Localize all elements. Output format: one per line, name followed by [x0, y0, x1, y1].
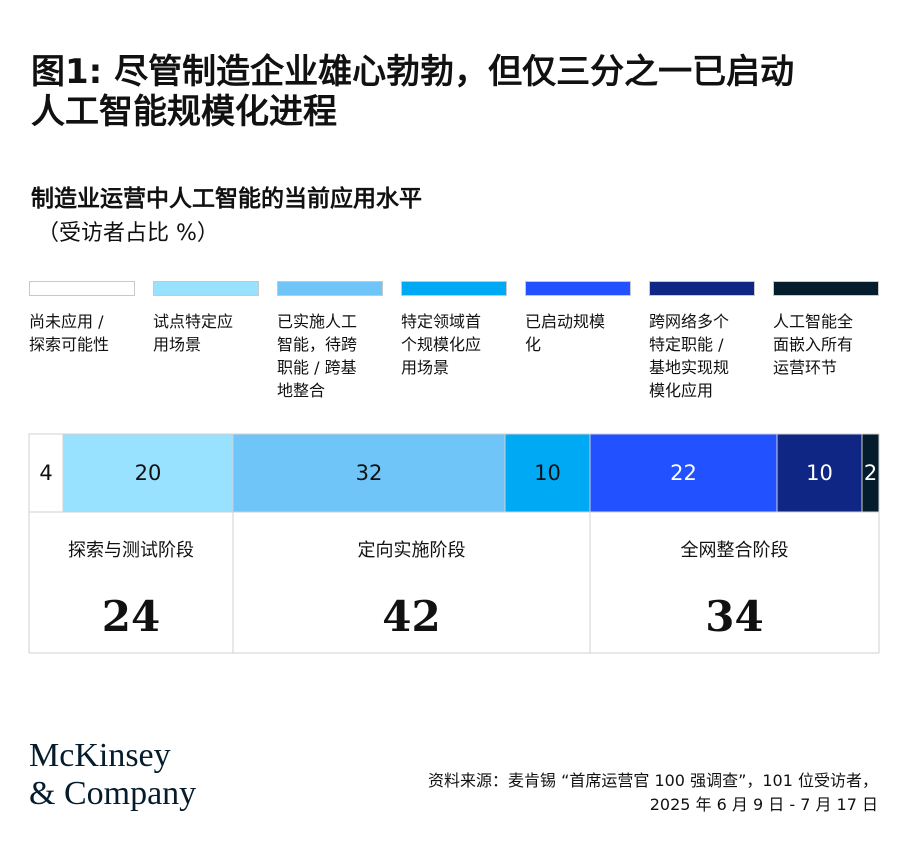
bar-segment [776, 433, 863, 513]
bar-value-label: 22 [670, 461, 697, 485]
legend-swatch [773, 281, 879, 296]
unit-label: （受访者占比 %） [37, 221, 219, 246]
legend-item: 尚未应用 / 探索可能性 [29, 281, 137, 356]
phase-name: 全网整合阶段 [680, 540, 789, 561]
chart-title: 图1: 尽管制造企业雄心勃勃，但仅三分之一已启动 人工智能规模化进程 [31, 52, 891, 132]
legend-label: 特定领域首 个规模化应 用场景 [401, 312, 482, 377]
legend-item: 跨网络多个 特定职能 / 基地实现规 模化应用 [649, 281, 757, 402]
legend-item: 特定领域首 个规模化应 用场景 [401, 281, 509, 379]
legend-label: 已实施人工 智能，待跨 职能 / 跨基 地整合 [277, 312, 358, 400]
bar-value-label: 32 [356, 461, 383, 485]
legend-label: 尚未应用 / 探索可能性 [29, 312, 110, 354]
bar-value-label: 10 [534, 461, 561, 485]
legend-swatch [525, 281, 631, 296]
chart-title-line: 人工智能规模化进程 [31, 92, 337, 132]
bar-group: 4 20 32 10 22 10 2 [28, 433, 880, 654]
bar-segment [589, 433, 778, 513]
legend-label: 试点特定应 用场景 [153, 312, 234, 354]
source-line: 资料来源：麦肯锡 “首席运营官 100 强调查”，101 位受访者， [427, 771, 878, 790]
legend-item: 已启动规模化 [525, 281, 633, 356]
chart-subtitle: 制造业运营中人工智能的当前应用水平 [31, 186, 422, 212]
source-line: 2025 年 6 月 9 日 - 7 月 17 日 [649, 795, 878, 814]
chart-title-line: 图1: 尽管制造企业雄心勃勃，但仅三分之一已启动 [31, 52, 795, 92]
phase-summary: 探索与测试阶段 24 定向实施阶段 42 全网整合阶段 34 [29, 512, 879, 653]
legend-item: 人工智能全 面嵌入所有 运营环节 [773, 281, 881, 379]
legend-swatch [277, 281, 383, 296]
mckinsey-logo: McKinsey & Company [29, 737, 196, 813]
phase-grid [28, 512, 880, 654]
bar-segment [28, 433, 64, 513]
bar-segment [861, 433, 880, 513]
source-note: 资料来源：麦肯锡 “首席运营官 100 强调查”，101 位受访者， 2025 … [428, 769, 878, 817]
legend-label: 已启动规模化 [525, 312, 606, 354]
phase-targeted: 定向实施阶段 42 [233, 512, 590, 653]
bar-segment [232, 433, 506, 513]
legend-label: 人工智能全 面嵌入所有 运营环节 [773, 312, 854, 377]
logo-line: McKinsey [29, 737, 171, 774]
phase-value: 34 [705, 592, 764, 641]
legend-item: 试点特定应 用场景 [153, 281, 261, 356]
legend-swatch [401, 281, 507, 296]
legend-swatch [29, 281, 135, 296]
legend-item: 已实施人工 智能，待跨 职能 / 跨基 地整合 [277, 281, 385, 402]
legend-label: 跨网络多个 特定职能 / 基地实现规 模化应用 [649, 312, 730, 400]
bar-value-label: 2 [864, 461, 877, 485]
phase-name: 定向实施阶段 [357, 540, 466, 561]
bar-segment [504, 433, 591, 513]
phase-value: 42 [382, 592, 441, 641]
bar-value-label: 4 [39, 461, 52, 485]
legend-swatch [649, 281, 755, 296]
bar-value-label: 10 [806, 461, 833, 485]
phase-value: 24 [101, 592, 161, 641]
phase-name: 探索与测试阶段 [68, 540, 194, 561]
logo-line: & Company [29, 775, 197, 812]
bar-segment [62, 433, 234, 513]
phase-exploration: 探索与测试阶段 24 [29, 512, 233, 653]
bar-value-label: 20 [135, 461, 162, 485]
legend-swatch [153, 281, 259, 296]
phase-network: 全网整合阶段 34 [590, 512, 879, 653]
